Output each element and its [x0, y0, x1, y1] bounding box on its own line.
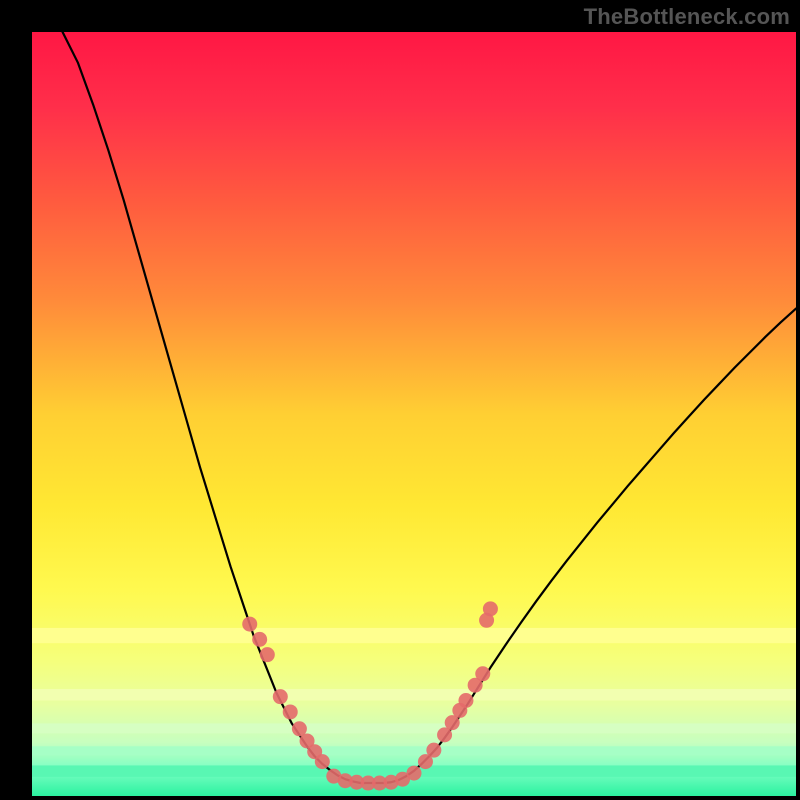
data-marker	[458, 693, 473, 708]
gradient-band	[32, 723, 796, 733]
data-marker	[273, 689, 288, 704]
bottleneck-chart	[0, 0, 800, 800]
data-marker	[315, 754, 330, 769]
gradient-band	[32, 628, 796, 643]
gradient-band	[32, 689, 796, 700]
data-marker	[426, 743, 441, 758]
chart-container: TheBottleneck.com	[0, 0, 800, 800]
watermark-text: TheBottleneck.com	[584, 4, 790, 30]
data-marker	[260, 647, 275, 662]
data-marker	[483, 601, 498, 616]
gradient-band	[32, 746, 796, 755]
chart-background	[32, 32, 796, 796]
data-marker	[407, 766, 422, 781]
data-marker	[475, 666, 490, 681]
data-marker	[283, 704, 298, 719]
data-marker	[252, 632, 267, 647]
data-marker	[242, 617, 257, 632]
